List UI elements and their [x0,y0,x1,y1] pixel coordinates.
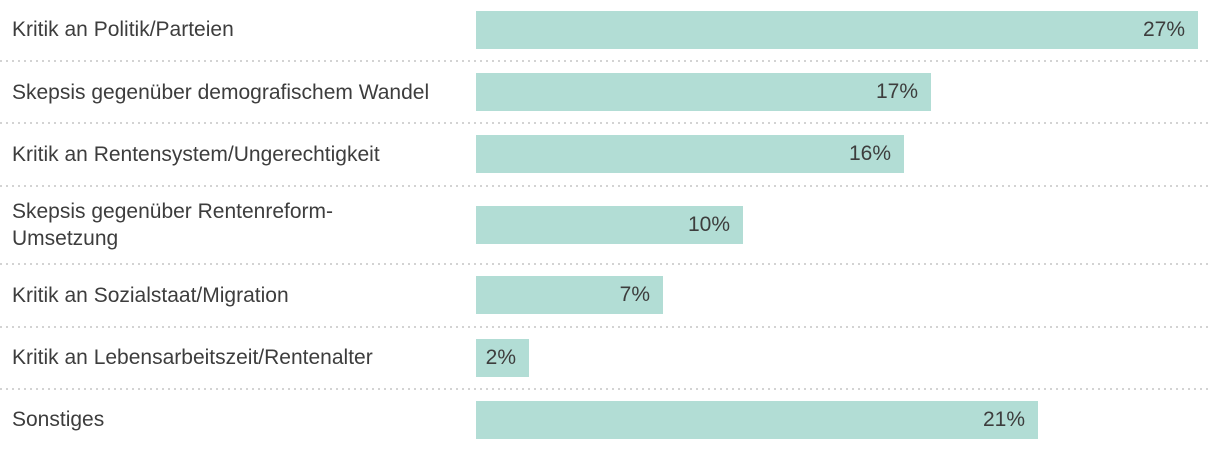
category-label: Kritik an Politik/Parteien [12,18,234,42]
bar-track: 10% [476,205,1220,244]
bar-track: 17% [476,73,1220,112]
row-divider [0,387,1208,390]
bar-value-label: 7% [619,283,650,307]
row-divider [0,184,1208,187]
bar: 17% [476,73,931,112]
bar: 21% [476,400,1038,439]
bar-value-label: 27% [1142,18,1185,41]
category-label: Kritik an Lebensarbeitszeit/Rentenalter [12,346,373,370]
bar-value-label: 21% [982,407,1025,431]
row-divider [0,60,1208,63]
bar: 16% [476,135,904,174]
bar-value-label: 16% [848,142,891,166]
bar-track: 2% [476,338,1220,377]
chart-row: Kritik an Lebensarbeitszeit/Rentenalter … [0,328,1220,388]
category-label: Skepsis gegenüber Rentenreform- Umsetzun… [12,199,334,250]
row-divider [0,263,1208,266]
bar: 7% [476,276,663,315]
bar-value-label: 10% [687,212,730,236]
bar-track: 7% [476,276,1220,315]
bar: 27% [476,11,1198,49]
row-divider [0,325,1208,328]
bar-value-label: 17% [875,80,918,104]
bar: 2% [476,338,529,377]
category-label: Kritik an Sozialstaat/Migration [12,283,289,307]
bar: 10% [476,205,743,244]
row-divider [0,122,1208,125]
category-label: Kritik an Rentensystem/Ungerechtigkeit [12,142,380,166]
chart-row: Skepsis gegenüber demografischem Wandel … [0,62,1220,122]
category-label: Skepsis gegenüber demografischem Wandel [12,80,430,104]
chart-row: Kritik an Politik/Parteien 27% [0,0,1220,60]
chart-row: Skepsis gegenüber Rentenreform- Umsetzun… [0,187,1220,264]
bar-track: 27% [476,11,1220,49]
chart-row: Sonstiges 21% [0,390,1220,450]
category-label: Sonstiges [12,408,105,432]
bar-track: 21% [476,400,1220,439]
chart-row: Kritik an Rentensystem/Ungerechtigkeit 1… [0,124,1220,184]
bar-value-label: 2% [485,345,516,369]
bar-track: 16% [476,135,1220,174]
chart-row: Kritik an Sozialstaat/Migration 7% [0,265,1220,325]
